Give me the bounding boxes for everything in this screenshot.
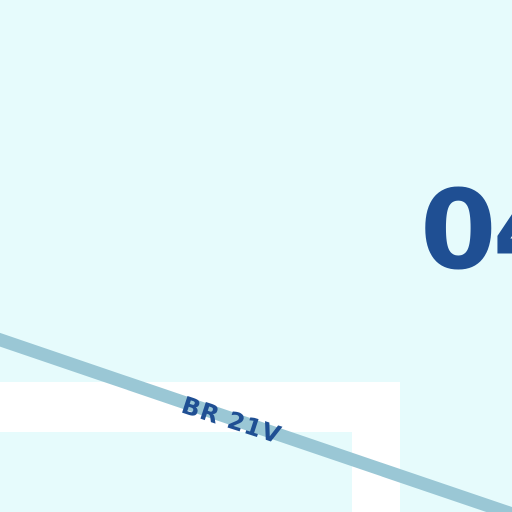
white-area-outline xyxy=(0,382,400,512)
route-line xyxy=(0,332,512,512)
area-number-label: 04 xyxy=(420,166,512,294)
